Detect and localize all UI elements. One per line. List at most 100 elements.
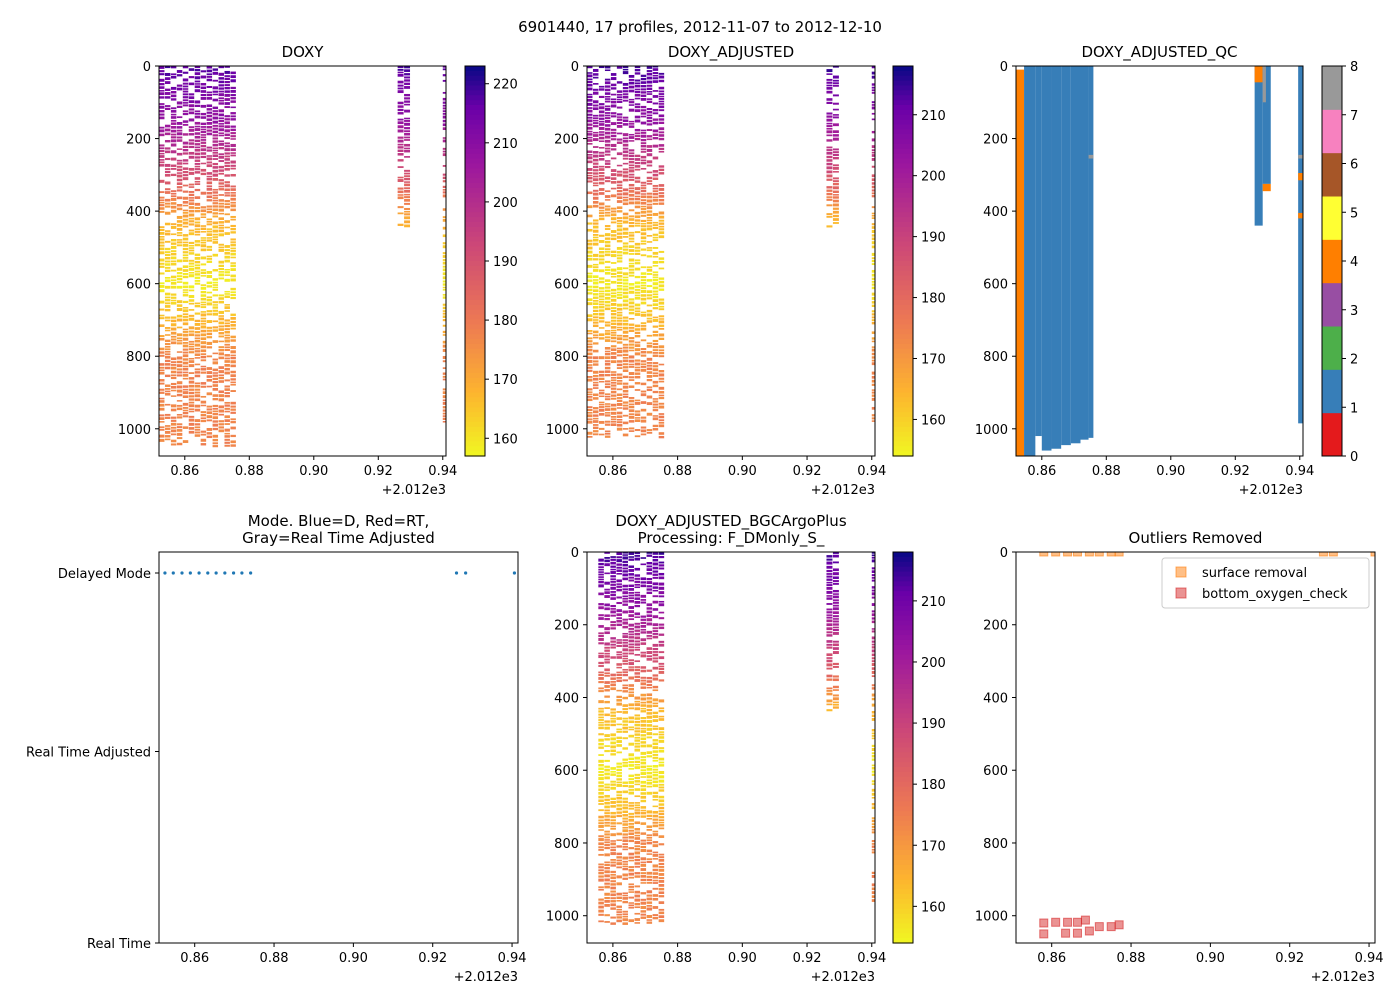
heatmap-cell [206, 208, 213, 211]
heatmap-cell [604, 685, 610, 688]
heatmap-cell [442, 283, 446, 286]
heatmap-cell [622, 401, 629, 404]
heatmap-cell [616, 98, 623, 101]
heatmap-cell [658, 394, 665, 397]
heatmap-cell [224, 441, 230, 444]
heatmap-cell [871, 92, 875, 94]
heatmap-cell [598, 303, 605, 306]
x-tick-label: 0.90 [1156, 464, 1185, 479]
heatmap-cell [610, 593, 616, 597]
heatmap-cell [610, 852, 616, 856]
heatmap-cell [598, 206, 605, 209]
heatmap-cell [604, 260, 611, 263]
heatmap-cell [194, 423, 201, 426]
heatmap-cell [658, 305, 665, 308]
heatmap-cell [218, 199, 224, 202]
heatmap-cell [604, 432, 611, 435]
heatmap-cell [832, 623, 839, 626]
heatmap-cell [871, 643, 875, 646]
heatmap-cell [188, 128, 195, 132]
colorbar-segment [893, 236, 913, 243]
heatmap-cell [200, 306, 207, 309]
heatmap-cell [652, 559, 659, 562]
heatmap-cell [616, 677, 622, 679]
heatmap-cell [164, 260, 171, 263]
heatmap-cell [640, 822, 647, 825]
heatmap-cell [616, 882, 622, 886]
heatmap-cell [164, 170, 171, 174]
heatmap-cell [826, 151, 833, 155]
heatmap-cell [871, 718, 875, 721]
heatmap-cell [658, 413, 665, 415]
heatmap-cell [634, 334, 641, 338]
heatmap-cell [610, 309, 617, 312]
heatmap-cell [871, 646, 875, 649]
heatmap-cell [212, 124, 219, 127]
heatmap-cell [628, 305, 635, 308]
heatmap-cell [182, 409, 189, 412]
heatmap-cell [640, 638, 647, 642]
heatmap-cell [587, 414, 593, 418]
heatmap-cell [652, 674, 659, 677]
colorbar-segment [893, 879, 913, 885]
heatmap-cell [646, 552, 653, 554]
heatmap-cell [164, 77, 171, 80]
heatmap-cell [826, 162, 833, 166]
heatmap-cell [832, 153, 839, 157]
heatmap-cell [658, 821, 665, 824]
x-tick-label: 0.92 [1221, 464, 1250, 479]
heatmap-cell [652, 780, 659, 784]
heatmap-cell [182, 170, 189, 174]
colorbar-segment [1322, 412, 1342, 457]
outlier-point-bottom-oxygen-check [1072, 928, 1082, 938]
heatmap-cell [622, 652, 628, 655]
heatmap-cell [598, 838, 604, 842]
heatmap-cell [598, 746, 604, 749]
heatmap-cell [832, 678, 839, 682]
heatmap-cell [652, 221, 659, 224]
heatmap-cell [634, 653, 641, 656]
heatmap-cell [826, 640, 833, 643]
heatmap-cell [640, 686, 647, 689]
heatmap-cell [658, 779, 665, 783]
heatmap-cell [871, 223, 875, 226]
heatmap-cell [658, 819, 665, 822]
x-tick-label: 0.92 [793, 464, 822, 479]
heatmap-cell [200, 136, 207, 139]
heatmap-cell [616, 651, 622, 653]
heatmap-cell [658, 202, 665, 205]
colorbar-segment [893, 850, 913, 856]
heatmap-cells [587, 66, 875, 439]
heatmap-cell [640, 327, 647, 331]
heatmap-cell [194, 334, 201, 337]
heatmap-cell [194, 322, 201, 326]
heatmap-cell [164, 191, 171, 194]
heatmap-cell [404, 122, 411, 126]
heatmap-cell [616, 702, 622, 706]
heatmap-cell [616, 781, 622, 784]
heatmap-cell [230, 224, 236, 228]
heatmap-cell [194, 398, 201, 402]
heatmap-cell [194, 357, 201, 359]
heatmap-cell [212, 284, 219, 286]
heatmap-cell [230, 71, 236, 75]
heatmap-cell [164, 140, 171, 143]
heatmap-cell [634, 197, 641, 201]
colorbar-segment [465, 363, 485, 369]
heatmap-cell [164, 222, 171, 226]
heatmap-cell [610, 83, 617, 87]
heatmap-cell [871, 610, 875, 613]
heatmap-cell [598, 217, 605, 221]
heatmap-cell [230, 401, 236, 405]
panel-title-line2: Processing: F_DMonly_S_ [638, 529, 825, 548]
heatmap-cell [610, 604, 616, 608]
heatmap-cell [224, 188, 230, 192]
heatmap-cell [224, 106, 230, 109]
heatmap-cell [176, 227, 183, 231]
heatmap-cell [194, 273, 201, 276]
heatmap-cell [188, 68, 195, 71]
heatmap-cell [170, 361, 177, 364]
heatmap-cell [404, 100, 411, 103]
heatmap-cell [598, 866, 604, 869]
heatmap-cell [634, 763, 641, 766]
